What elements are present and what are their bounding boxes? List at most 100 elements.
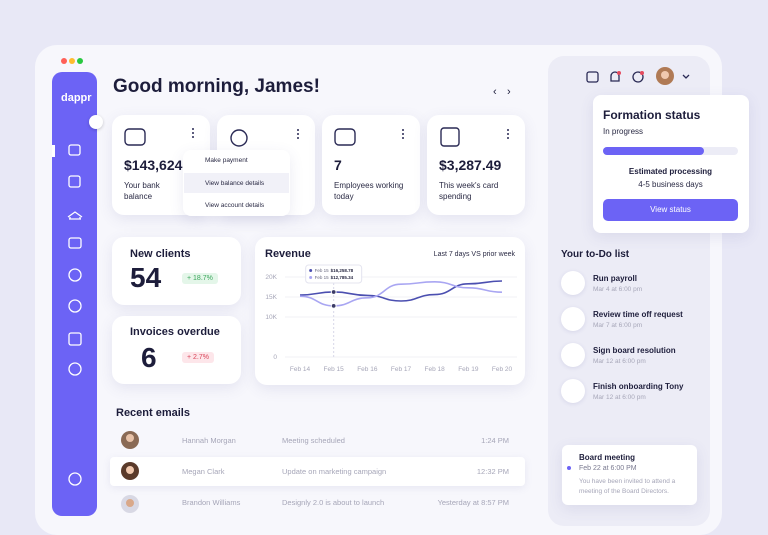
todo-icon: [561, 343, 585, 367]
email-sender: Hannah Morgan: [182, 436, 236, 445]
formation-status: In progress: [603, 127, 644, 136]
tooltip-date: Feb 15: [315, 275, 330, 280]
stat-value: 7: [334, 157, 342, 173]
estimate-label: Estimated processing: [628, 167, 713, 176]
stat-label: This week's card spending: [439, 181, 499, 201]
tooltip-swatch: [309, 276, 313, 279]
top-bar-icons: [586, 67, 690, 85]
nav-notifications[interactable]: [68, 362, 82, 376]
event-title: Board meeting: [579, 453, 636, 462]
notification-icon[interactable]: [610, 71, 620, 82]
chart-subtitle: Last 7 days VS prior week: [434, 251, 516, 258]
x-tick-label: Feb 19: [458, 366, 479, 373]
email-subject: Designly 2.0 is about to launch: [282, 498, 385, 507]
tooltip: [305, 264, 363, 284]
todo-icon: [561, 307, 585, 331]
revenue-card: [255, 237, 525, 385]
metric-title: New clients: [130, 248, 191, 260]
todo-due: Mar 12 at 6:00 pm: [593, 358, 646, 365]
nav-home[interactable]: [68, 144, 81, 156]
window-controls: [61, 58, 83, 64]
hover-point: [330, 289, 337, 295]
todo-icon: [561, 379, 585, 403]
todo-due: Mar 7 at 6:00 pm: [593, 322, 643, 329]
collapse-button[interactable]: [89, 115, 103, 129]
event-card: [562, 445, 697, 505]
revenue-chart: Revenue Last 7 days VS prior week 0 10K 15…: [265, 248, 517, 373]
event-dot: [567, 466, 571, 470]
todo-due: Mar 4 at 6:00 pm: [593, 286, 643, 293]
nav-bank[interactable]: [67, 211, 83, 220]
menu-item[interactable]: View account details: [205, 202, 265, 209]
x-tick-label: Feb 20: [492, 366, 513, 373]
todo-icon: [561, 271, 585, 295]
nav-settings[interactable]: [68, 268, 82, 282]
email-row[interactable]: [110, 457, 525, 486]
hover-point: [330, 302, 337, 309]
todo-title: Run payroll: [593, 274, 638, 283]
menu-item[interactable]: Make payment: [205, 157, 248, 164]
messages-icon[interactable]: [632, 71, 644, 83]
nav-reports[interactable]: [68, 175, 81, 188]
tooltip-date: Feb 15: [315, 268, 330, 273]
formation-title: Formation status: [603, 108, 701, 122]
stat-card: [322, 115, 420, 215]
x-tick-label: Feb 14: [290, 366, 311, 373]
prev-arrow[interactable]: ‹: [493, 86, 497, 98]
metric-value: 6: [141, 342, 157, 373]
email-subject: Update on marketing campaign: [282, 467, 387, 476]
x-tick-label: Feb 16: [357, 366, 378, 373]
y-tick-label: 0: [273, 354, 277, 361]
stat-card: [427, 115, 525, 215]
todo-title: Your to-Do list: [561, 249, 630, 260]
revenue-line: [299, 280, 503, 307]
todo-due: Mar 12 at 6:00 pm: [593, 394, 646, 401]
email-time: 12:32 PM: [476, 467, 509, 476]
stat-icons: [124, 127, 509, 147]
nav-preferences[interactable]: [68, 472, 82, 486]
nav-mail[interactable]: [68, 237, 82, 249]
todo-title: Finish onboarding Tony: [593, 382, 684, 391]
email-time: Yesterday at 8:57 PM: [437, 498, 509, 507]
y-tick-label: 20K: [265, 274, 277, 281]
view-status-button[interactable]: View status: [603, 199, 738, 221]
nav-active-indicator: [52, 145, 55, 157]
email-sender: Brandon Williams: [182, 498, 241, 507]
nav-icons: [67, 144, 83, 486]
y-tick-label: 10K: [265, 314, 277, 321]
next-arrow[interactable]: ›: [507, 86, 511, 98]
todo-title: Sign board resolution: [593, 346, 676, 355]
tooltip-value: $12,785.34: [331, 275, 354, 280]
x-tick-label: Feb 18: [425, 366, 446, 373]
email-subject: Meeting scheduled: [282, 436, 345, 445]
page: {"sidebar": {"logo": "dappr"}, "header":…: [35, 45, 749, 535]
event-description: You have been invited to attend a meetin…: [579, 478, 676, 495]
email-time: 1:24 PM: [481, 436, 509, 445]
metric-title: Invoices overdue: [130, 326, 220, 338]
section-title: Recent emails: [116, 407, 190, 419]
calendar-icon[interactable]: [586, 71, 599, 83]
stat-label: Your bank balance: [124, 181, 160, 201]
metric-value: 54: [130, 262, 162, 293]
stat-value: $143,624: [124, 157, 183, 173]
nav-docs[interactable]: [68, 332, 82, 346]
dropdown-highlight: [184, 173, 289, 193]
menu-item[interactable]: View balance details: [205, 180, 265, 187]
sidebar: [52, 72, 97, 516]
y-tick-label: 15K: [265, 294, 277, 301]
chart-title: Revenue: [265, 248, 311, 260]
greeting: Good morning, James!: [113, 76, 320, 97]
estimate-value: 4-5 business days: [638, 180, 703, 189]
x-tick-label: Feb 15: [324, 366, 345, 373]
todo-title: Review time off request: [593, 310, 683, 319]
stat-value: $3,287.49: [439, 157, 502, 173]
tooltip-value: $16,258.78: [331, 268, 354, 273]
x-tick-label: Feb 17: [391, 366, 412, 373]
nav-team[interactable]: [68, 299, 82, 313]
event-time: Feb 22 at 6:00 PM: [579, 465, 637, 472]
avatars: [121, 431, 139, 513]
logo: dappr: [61, 92, 92, 104]
metric-card: [112, 316, 241, 384]
stat-label: Employees working today: [334, 181, 404, 201]
metric-change: + 2.7%: [182, 352, 214, 363]
